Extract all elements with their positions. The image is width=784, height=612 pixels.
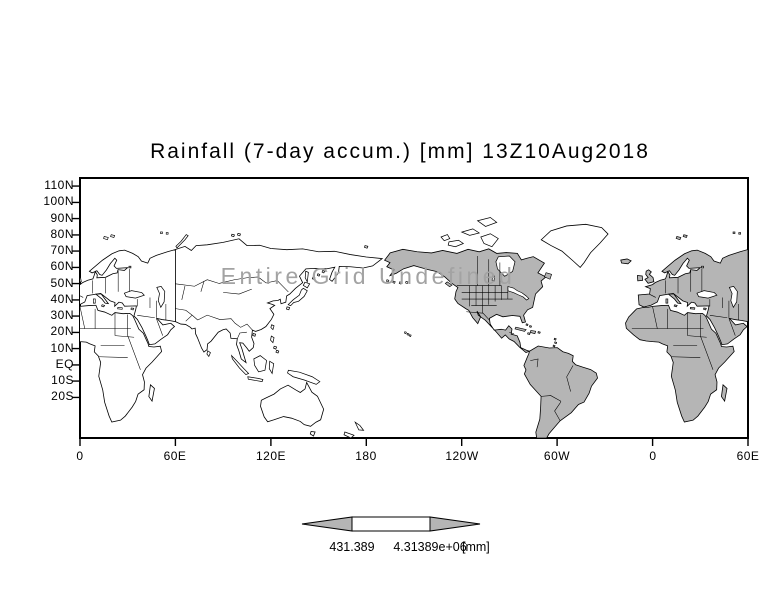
lon-tick-label: 180 — [355, 449, 377, 463]
lat-tick-label: EQ — [55, 357, 74, 371]
small-islands-asia — [175, 232, 369, 358]
us-state-borders — [456, 256, 515, 335]
colorbar-max-label: 4.31389e+06 — [393, 540, 467, 554]
lon-tick-label: 120E — [255, 449, 287, 463]
vancouver-island — [444, 281, 453, 288]
lat-tick-marks — [72, 185, 80, 399]
plot-title: Rainfall (7-day accum.) [mm] 13Z10Aug201… — [150, 140, 650, 163]
lat-tick-label: 20S — [51, 389, 74, 403]
lon-tick-label: 120W — [445, 449, 479, 463]
lon-tick-label: 60W — [543, 449, 571, 463]
lon-tick-label: 60E — [163, 449, 187, 463]
lon-tick-label: 0 — [76, 449, 84, 463]
americas-white-features — [386, 217, 609, 338]
asia-australia — [175, 232, 384, 438]
country-borders-asia — [175, 276, 289, 339]
lat-tick-label: 50N — [50, 276, 74, 290]
south-america-coastline — [523, 345, 598, 438]
lon-tick-label: 0 — [649, 449, 657, 463]
world-map — [80, 217, 748, 438]
newfoundland-island — [544, 272, 552, 280]
lat-tick-label: 10N — [50, 341, 74, 355]
country-borders-south-america — [530, 358, 574, 421]
caribbean-islands — [514, 323, 558, 348]
aleutian-hawaii-islands — [386, 279, 412, 338]
lat-tick-label: 60N — [50, 259, 74, 273]
great-lakes — [491, 275, 530, 301]
lat-tick-label: 110N — [44, 178, 74, 192]
greenland-island — [540, 223, 609, 268]
colorbar-left-arrow — [301, 516, 353, 532]
undefined-grid-watermark: Entire Grid Undefined — [220, 263, 516, 289]
afro-europe-left — [80, 231, 177, 423]
colorbar-units-label: [mm] — [462, 540, 490, 554]
australia-coastline — [260, 381, 325, 437]
canadian-arctic-islands — [440, 217, 499, 248]
lon-tick-marks — [79, 438, 749, 446]
lat-tick-label: 90N — [50, 211, 74, 225]
colorbar-mid-segment — [351, 516, 431, 532]
lat-tick-label: 40N — [50, 292, 74, 306]
lat-tick-label: 70N — [50, 243, 74, 257]
afro-europe-right — [619, 231, 748, 423]
asia-coastline — [175, 238, 384, 364]
colorbar-right-arrow — [429, 516, 481, 532]
lon-tick-label: 60E — [736, 449, 760, 463]
lat-tick-label: 30N — [50, 308, 74, 322]
new-zealand-islands — [343, 421, 365, 438]
maritime-continent-islands — [230, 335, 321, 385]
colorbar-min-label: 431.389 — [329, 540, 375, 554]
hudson-bay — [495, 255, 516, 277]
japan-sakhalin-islands — [285, 270, 311, 311]
lat-tick-label: 20N — [50, 324, 74, 338]
lat-tick-label: 80N — [50, 227, 74, 241]
lat-tick-label: 10S — [51, 373, 74, 387]
colorbar — [301, 516, 481, 532]
lat-tick-label: 100N — [43, 194, 74, 208]
americas — [383, 217, 609, 438]
